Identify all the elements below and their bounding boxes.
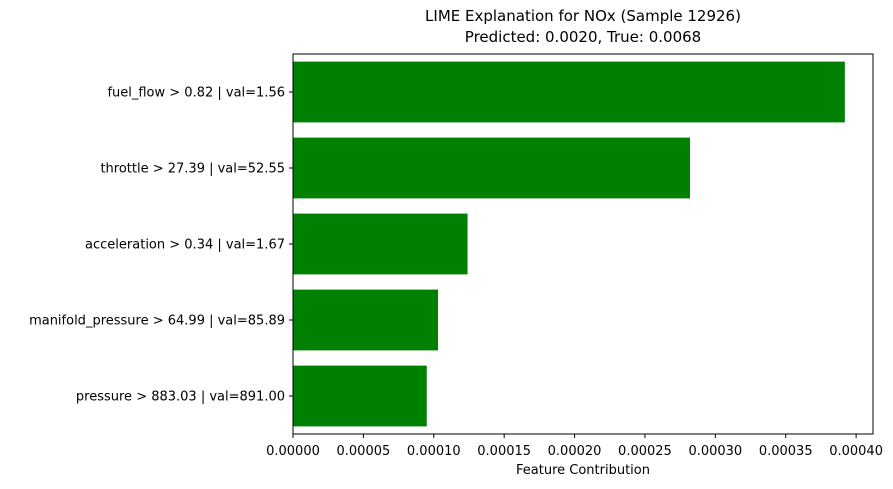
x-tick-label: 0.00035 xyxy=(759,444,813,459)
chart-title-line2: Predicted: 0.0020, True: 0.0068 xyxy=(464,28,702,46)
x-tick-label: 0.00000 xyxy=(266,444,320,459)
bar xyxy=(293,365,427,427)
x-tick-label: 0.00005 xyxy=(337,444,391,459)
x-tick-label: 0.00025 xyxy=(618,444,672,459)
x-tick-label: 0.00010 xyxy=(407,444,461,459)
y-tick-label: fuel_flow > 0.82 | val=1.56 xyxy=(107,86,285,101)
x-axis-label: Feature Contribution xyxy=(516,463,650,478)
x-tick-label: 0.00015 xyxy=(477,444,531,459)
y-tick-label: pressure > 883.03 | val=891.00 xyxy=(76,390,285,405)
x-tick-label: 0.00040 xyxy=(829,444,883,459)
plot-frame xyxy=(292,53,874,435)
x-tick-label: 0.00030 xyxy=(688,444,742,459)
y-tick-label: throttle > 27.39 | val=52.55 xyxy=(100,162,285,177)
bar xyxy=(293,213,468,275)
bar xyxy=(293,137,690,199)
y-tick-label: manifold_pressure > 64.99 | val=85.89 xyxy=(29,314,285,329)
bar xyxy=(293,61,845,123)
y-tick-label: acceleration > 0.34 | val=1.67 xyxy=(85,238,285,253)
x-tick-label: 0.00020 xyxy=(548,444,602,459)
bar xyxy=(293,289,438,351)
chart-title-line1: LIME Explanation for NOx (Sample 12926) xyxy=(425,7,741,25)
